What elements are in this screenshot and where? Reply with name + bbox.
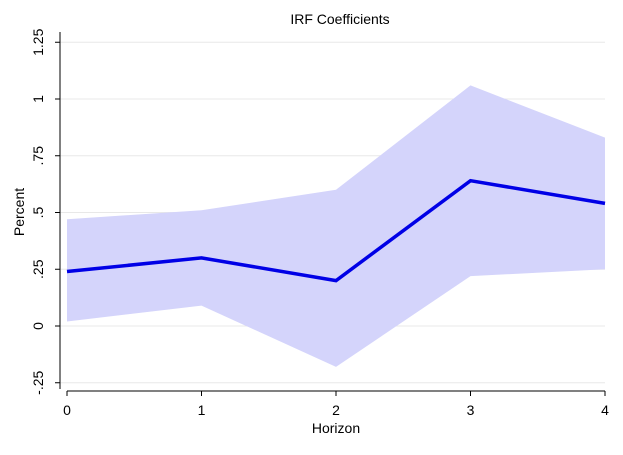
- confidence-band: [67, 85, 605, 367]
- x-tick-label: 4: [601, 402, 609, 418]
- x-axis-label: Horizon: [312, 420, 360, 436]
- y-tick-label: 0: [30, 322, 46, 330]
- y-tick-label: .25: [30, 259, 46, 279]
- y-tick-label: 1.25: [30, 28, 46, 55]
- y-tick-label: 1: [30, 95, 46, 103]
- y-tick-label: .75: [30, 146, 46, 166]
- x-tick-label: 2: [332, 402, 340, 418]
- y-ticks: -.25 0 .25 .5 .75 1 1.25: [30, 28, 60, 394]
- y-tick-label: .5: [30, 206, 46, 218]
- chart-title: IRF Coefficients: [290, 11, 389, 27]
- x-ticks: 0 1 2 3 4: [63, 391, 609, 418]
- x-tick-label: 3: [467, 402, 475, 418]
- x-tick-label: 1: [198, 402, 206, 418]
- y-tick-label: -.25: [30, 370, 46, 394]
- x-tick-label: 0: [63, 402, 71, 418]
- y-axis-label: Percent: [11, 188, 27, 236]
